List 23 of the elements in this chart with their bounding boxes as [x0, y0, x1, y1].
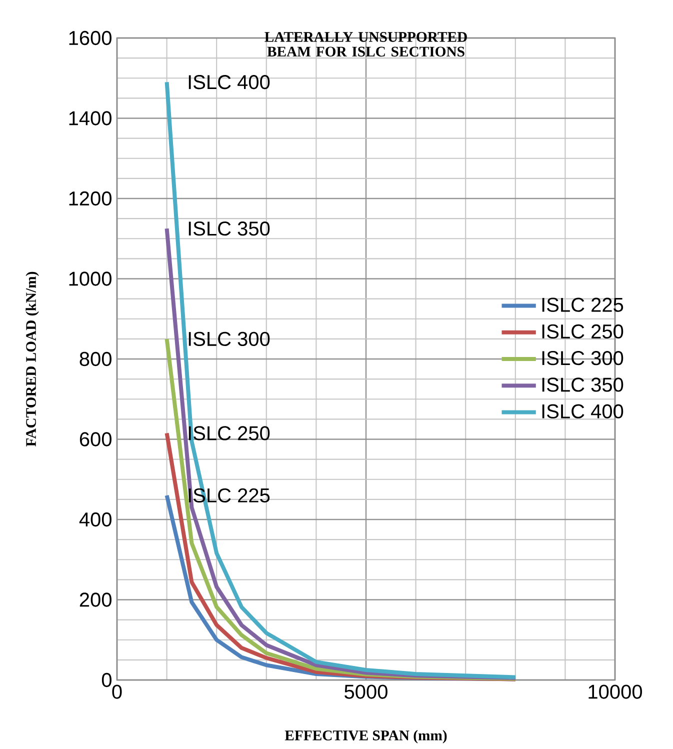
legend-label: ISLC 300	[542, 351, 624, 366]
y-axis-title: FACTORED LOAD (kN/m)	[26, 272, 39, 446]
legend-label: ISLC 250	[542, 324, 624, 339]
y-tick-label: 600	[80, 432, 112, 446]
y-tick-label: 0	[102, 672, 112, 688]
y-tick-label: 200	[80, 592, 112, 607]
y-tick-label: 400	[79, 512, 112, 527]
text: ISLC 300	[188, 332, 270, 346]
y-tick-label: 1600	[69, 30, 112, 46]
x-tick-label: 0	[112, 684, 122, 699]
y-tick-label: 800	[80, 352, 112, 366]
x-axis-title: EFFECTIVE SPAN (mm)	[284, 730, 447, 744]
y-tick-label: 1000	[69, 272, 112, 286]
text: ISLC 400	[188, 75, 270, 90]
x-tick-label: 10000	[588, 684, 642, 699]
x-tick-label: 5000	[344, 684, 388, 699]
y-tick-label: 1200	[69, 191, 112, 206]
text: ISLC 350	[188, 222, 270, 236]
legend-label: ISLC 225	[542, 298, 624, 312]
legend-label: ISLC 350	[542, 378, 624, 392]
y-tick-label: 1400	[69, 111, 112, 126]
chart-title: LATERALLY UNSUPPORTED BEAM FOR ISLC SECTIONS	[264, 32, 467, 57]
legend-label: ISLC 400	[542, 404, 624, 418]
